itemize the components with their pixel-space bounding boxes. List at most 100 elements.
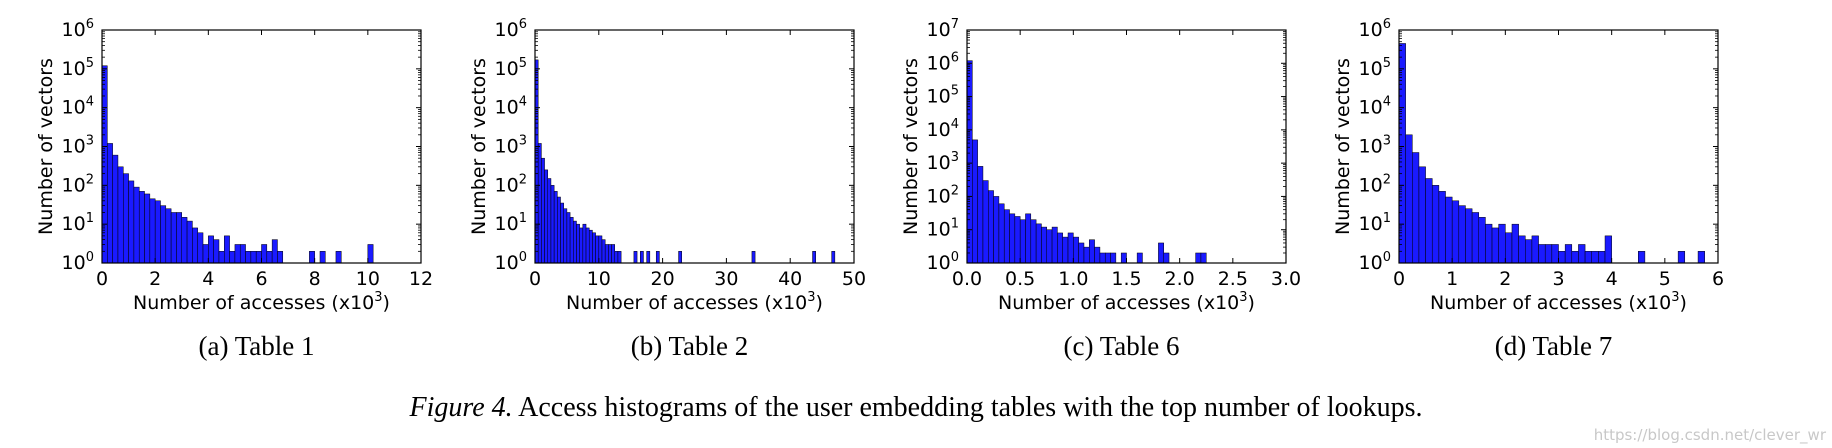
y-tick-label: 106 — [62, 17, 94, 41]
histogram-bar — [1030, 219, 1037, 264]
histogram-bar — [1544, 244, 1553, 264]
histogram-bar — [655, 251, 660, 264]
histogram-bar — [1511, 223, 1519, 264]
x-tick-label: 4 — [202, 268, 214, 290]
x-tick-label: 1.5 — [1111, 268, 1141, 290]
histogram-bar — [250, 251, 257, 264]
histogram-bar — [1035, 223, 1042, 264]
histogram-bar — [1485, 223, 1493, 264]
histogram-bar — [1003, 209, 1010, 264]
histogram-bar — [1465, 208, 1473, 264]
histogram-bar — [1558, 251, 1566, 264]
histogram-bar — [1019, 219, 1026, 264]
histogram-bar — [1697, 251, 1705, 264]
histogram-bar — [1025, 213, 1032, 264]
histogram-bar — [1083, 246, 1090, 264]
histogram-bar — [1104, 252, 1111, 264]
histogram-bar — [972, 139, 978, 264]
chart-panel-4: 100 101 102 103 104 105 106 0 1 2 3 4 5 6 Number of ac… — [1332, 17, 1724, 361]
histogram-bar — [1445, 196, 1453, 264]
y-tick-label: 104 — [62, 95, 94, 119]
histogram-bar — [192, 227, 198, 264]
x-tick-label: 8 — [309, 268, 321, 290]
histogram-bar — [197, 232, 204, 264]
histogram-bar — [751, 251, 756, 264]
histogram-bar — [1110, 252, 1117, 264]
histogram-bar — [993, 196, 1000, 264]
histogram-bar — [569, 217, 574, 264]
histogram-bar — [977, 166, 984, 264]
histogram-bar — [208, 235, 214, 264]
histogram-bar — [1505, 232, 1513, 264]
y-tick-label: 101 — [927, 217, 959, 241]
histogram-bar — [537, 143, 542, 264]
x-tick-label: 2 — [1499, 268, 1511, 290]
histogram-bar — [1051, 226, 1058, 264]
histogram-bar — [566, 212, 571, 264]
x-axis-label: Number of accesses (x103) — [133, 290, 390, 314]
histogram-bar — [1451, 200, 1460, 264]
histogram-bar — [1158, 242, 1164, 264]
subcaption: (b) Table 2 — [631, 331, 749, 361]
histogram-bar — [1099, 252, 1106, 264]
histogram-bar — [544, 169, 549, 264]
histogram-bar — [1094, 246, 1101, 264]
histogram-bar — [1525, 239, 1533, 264]
histogram-bar — [582, 223, 587, 264]
histogram-bar — [576, 223, 580, 264]
y-tick-label: 100 — [495, 250, 527, 274]
x-tick-label: 30 — [714, 268, 738, 290]
histogram-bar — [611, 244, 615, 264]
watermark-text: https://blog.csdn.net/clever_wr — [1594, 426, 1827, 445]
chart-panel-3: 100 101 102 103 104 105 106 107 0.0 0.5 1.0 1.5 2.0 2… — [900, 17, 1301, 361]
subcaption: (d) Table 7 — [1495, 331, 1613, 361]
subcaption: (a) Table 1 — [198, 331, 314, 361]
y-tick-label: 106 — [1359, 17, 1391, 41]
histogram-bar — [588, 229, 593, 264]
y-tick-label: 102 — [62, 172, 94, 196]
histogram-bar — [239, 244, 246, 264]
histogram-bar — [678, 251, 682, 264]
x-tick-label: 0 — [96, 268, 108, 290]
x-tick-label: 6 — [255, 268, 267, 290]
x-tick-label: 0.5 — [1005, 268, 1035, 290]
histogram-bar — [107, 143, 113, 264]
x-tick-label: 5 — [1659, 268, 1671, 290]
histogram-bar — [266, 251, 273, 264]
histogram-bar — [138, 191, 145, 264]
histogram-bar — [1073, 236, 1079, 264]
x-tick-label: 0.0 — [952, 268, 982, 290]
histogram-bar — [1431, 185, 1440, 264]
histogram-bar — [1136, 252, 1143, 264]
histogram-bar — [181, 217, 188, 264]
x-tick-label: 12 — [409, 268, 433, 290]
histogram-bar — [128, 180, 135, 264]
histogram-bar — [224, 235, 230, 264]
histogram-bar — [640, 251, 644, 264]
x-tick-label: 1 — [1446, 268, 1458, 290]
chart-panel-2: 100 101 102 103 104 105 106 0 10 20 30 40 50 Number o… — [468, 17, 866, 361]
histogram-bar — [154, 200, 161, 264]
x-tick-label: 3 — [1552, 268, 1564, 290]
x-tick-label: 10 — [356, 268, 380, 290]
caption-text: Access histograms of the user embedding … — [513, 392, 1423, 423]
y-tick-label: 102 — [1359, 172, 1391, 196]
histogram-bar — [812, 251, 816, 264]
histogram-bar — [1638, 251, 1646, 264]
x-tick-label: 10 — [587, 268, 611, 290]
histogram-bar — [101, 65, 108, 264]
histogram-bar — [277, 251, 284, 264]
histogram-bar — [1046, 229, 1053, 264]
histogram-bar — [608, 244, 612, 264]
bars — [101, 65, 374, 264]
histogram-bar — [271, 239, 278, 264]
y-tick-label: 106 — [927, 50, 959, 74]
histogram-bar — [557, 196, 561, 264]
histogram-bar — [112, 154, 119, 264]
histogram-bar — [1551, 244, 1559, 264]
histogram-bar — [186, 220, 193, 264]
histogram-bar — [1418, 166, 1426, 264]
histogram-bar — [1578, 244, 1586, 264]
histogram-bar — [1598, 251, 1606, 264]
histogram-bar — [633, 251, 638, 264]
